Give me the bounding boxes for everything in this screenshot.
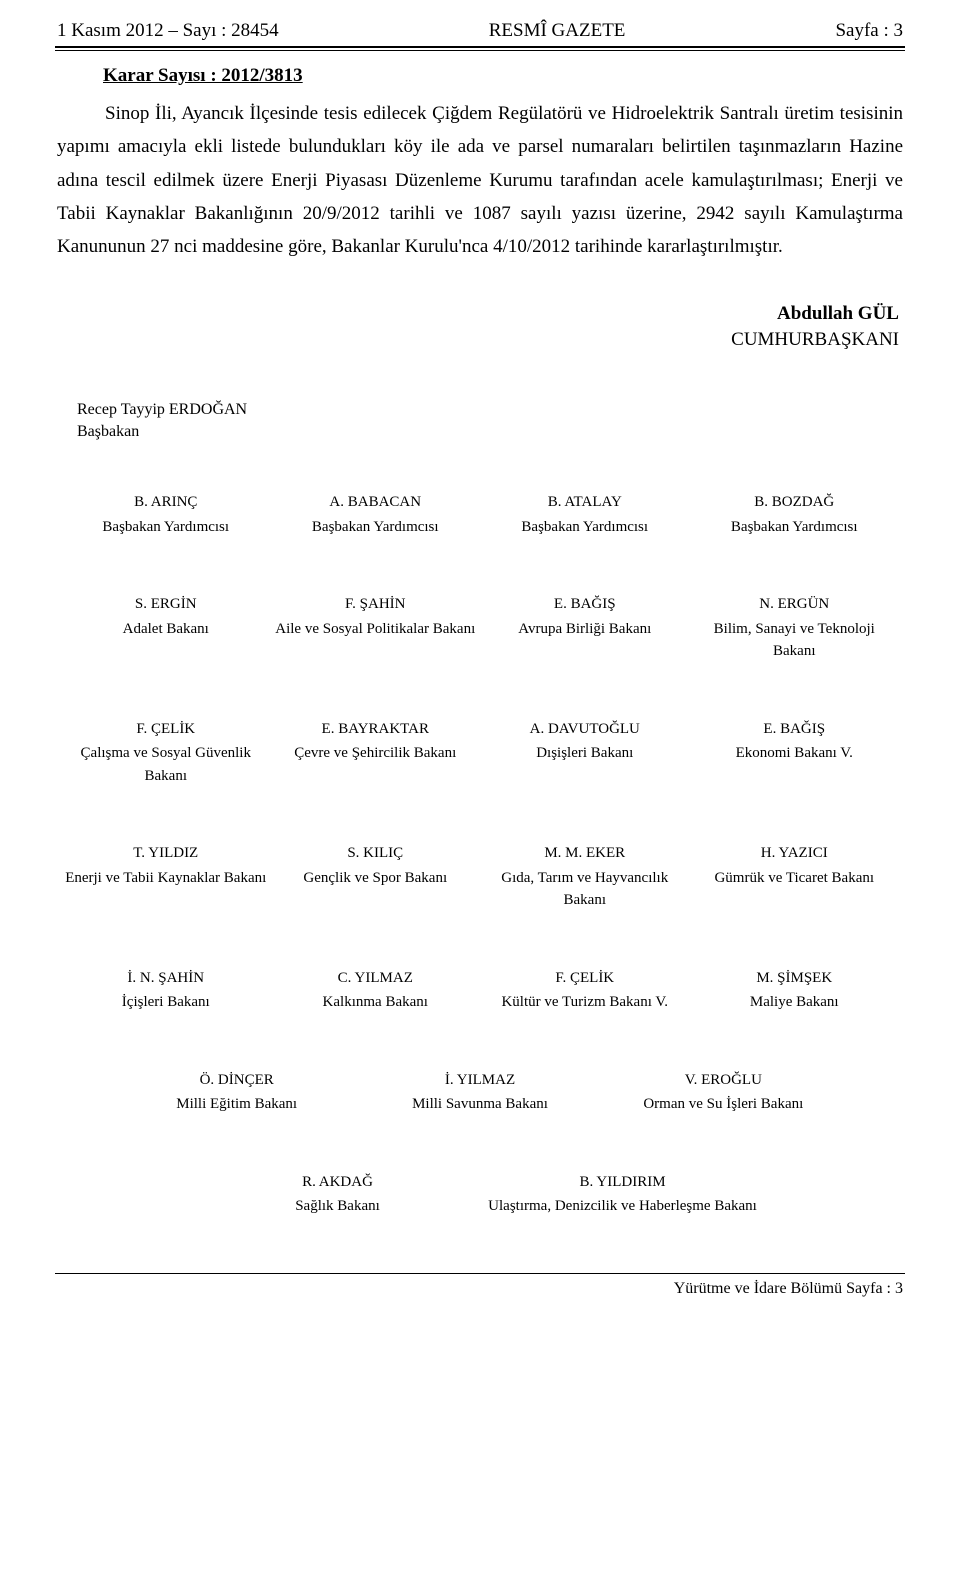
minister-row: F. ÇELİKÇalışma ve Sosyal Güvenlik Bakan… bbox=[55, 718, 905, 788]
minister-title: İçişleri Bakanı bbox=[65, 991, 267, 1014]
minister-title: Çevre ve Şehircilik Bakanı bbox=[275, 742, 477, 765]
minister-cell: İ. N. ŞAHİNİçişleri Bakanı bbox=[61, 967, 271, 1014]
minister-title: Gençlik ve Spor Bakanı bbox=[275, 867, 477, 890]
minister-title: Ekonomi Bakanı V. bbox=[694, 742, 896, 765]
minister-title: Çalışma ve Sosyal Güvenlik Bakanı bbox=[65, 742, 267, 787]
minister-cell: T. YILDIZEnerji ve Tabii Kaynaklar Bakan… bbox=[61, 842, 271, 912]
decision-number: Karar Sayısı : 2012/3813 bbox=[103, 65, 905, 87]
minister-name: İ. N. ŞAHİN bbox=[65, 967, 267, 990]
minister-row: S. ERGİNAdalet BakanıF. ŞAHİNAile ve Sos… bbox=[55, 593, 905, 663]
pm-name: Recep Tayyip ERDOĞAN bbox=[77, 401, 905, 419]
minister-name: F. ÇELİK bbox=[484, 967, 686, 990]
minister-row: İ. N. ŞAHİNİçişleri BakanıC. YILMAZKalkı… bbox=[55, 967, 905, 1014]
minister-name: A. BABACAN bbox=[275, 491, 477, 514]
minister-row-3col: Ö. DİNÇERMilli Eğitim Bakanıİ. YILMAZMil… bbox=[55, 1069, 905, 1116]
header-center: RESMÎ GAZETE bbox=[489, 20, 626, 42]
minister-title: Gıda, Tarım ve Hayvancılık Bakanı bbox=[484, 867, 686, 912]
minister-cell: H. YAZICIGümrük ve Ticaret Bakanı bbox=[690, 842, 900, 912]
minister-cell: R. AKDAĞSağlık Bakanı bbox=[195, 1171, 480, 1218]
minister-title: Başbakan Yardımcısı bbox=[694, 516, 896, 539]
minister-name: B. ATALAY bbox=[484, 491, 686, 514]
president-signature: Abdullah GÜL CUMHURBAŞKANI bbox=[55, 303, 899, 351]
minister-cell: M. ŞİMŞEKMaliye Bakanı bbox=[690, 967, 900, 1014]
president-name: Abdullah GÜL bbox=[55, 303, 899, 325]
minister-title: Başbakan Yardımcısı bbox=[484, 516, 686, 539]
minister-cell: Ö. DİNÇERMilli Eğitim Bakanı bbox=[115, 1069, 358, 1116]
minister-name: Ö. DİNÇER bbox=[119, 1069, 354, 1092]
minister-name: T. YILDIZ bbox=[65, 842, 267, 865]
minister-title: Başbakan Yardımcısı bbox=[275, 516, 477, 539]
minister-name: S. ERGİN bbox=[65, 593, 267, 616]
page-header: 1 Kasım 2012 – Sayı : 28454 RESMÎ GAZETE… bbox=[55, 20, 905, 46]
minister-name: S. KILIÇ bbox=[275, 842, 477, 865]
minister-cell: E. BAĞIŞAvrupa Birliği Bakanı bbox=[480, 593, 690, 663]
minister-title: Sağlık Bakanı bbox=[199, 1195, 476, 1218]
minister-cell: F. ÇELİKÇalışma ve Sosyal Güvenlik Bakan… bbox=[61, 718, 271, 788]
minister-name: E. BAĞIŞ bbox=[484, 593, 686, 616]
minister-name: F. ÇELİK bbox=[65, 718, 267, 741]
minister-title: Başbakan Yardımcısı bbox=[65, 516, 267, 539]
minister-name: R. AKDAĞ bbox=[199, 1171, 476, 1194]
minister-cell: E. BAĞIŞEkonomi Bakanı V. bbox=[690, 718, 900, 788]
pm-title: Başbakan bbox=[77, 423, 905, 441]
minister-title: Avrupa Birliği Bakanı bbox=[484, 618, 686, 641]
minister-cell: A. DAVUTOĞLUDışişleri Bakanı bbox=[480, 718, 690, 788]
minister-name: M. ŞİMŞEK bbox=[694, 967, 896, 990]
minister-name: B. BOZDAĞ bbox=[694, 491, 896, 514]
minister-title: Orman ve Su İşleri Bakanı bbox=[606, 1093, 841, 1116]
header-divider-thin bbox=[55, 50, 905, 51]
minister-title: Dışişleri Bakanı bbox=[484, 742, 686, 765]
minister-cell: F. ÇELİKKültür ve Turizm Bakanı V. bbox=[480, 967, 690, 1014]
page-footer: Yürütme ve İdare Bölümü Sayfa : 3 bbox=[55, 1280, 905, 1298]
minister-title: Kalkınma Bakanı bbox=[275, 991, 477, 1014]
minister-name: E. BAĞIŞ bbox=[694, 718, 896, 741]
minister-title: Maliye Bakanı bbox=[694, 991, 896, 1014]
minister-cell: S. ERGİNAdalet Bakanı bbox=[61, 593, 271, 663]
minister-title: Adalet Bakanı bbox=[65, 618, 267, 641]
header-right: Sayfa : 3 bbox=[835, 20, 903, 42]
minister-cell: N. ERGÜNBilim, Sanayi ve Teknoloji Bakan… bbox=[690, 593, 900, 663]
minister-name: N. ERGÜN bbox=[694, 593, 896, 616]
minister-title: Milli Eğitim Bakanı bbox=[119, 1093, 354, 1116]
minister-title: Ulaştırma, Denizcilik ve Haberleşme Baka… bbox=[484, 1195, 761, 1218]
minister-cell: B. YILDIRIMUlaştırma, Denizcilik ve Habe… bbox=[480, 1171, 765, 1218]
minister-name: E. BAYRAKTAR bbox=[275, 718, 477, 741]
minister-name: V. EROĞLU bbox=[606, 1069, 841, 1092]
minister-title: Kültür ve Turizm Bakanı V. bbox=[484, 991, 686, 1014]
minister-row-2col: R. AKDAĞSağlık BakanıB. YILDIRIMUlaştırm… bbox=[55, 1171, 905, 1218]
minister-name: A. DAVUTOĞLU bbox=[484, 718, 686, 741]
minister-cell: B. BOZDAĞBaşbakan Yardımcısı bbox=[690, 491, 900, 538]
header-left: 1 Kasım 2012 – Sayı : 28454 bbox=[57, 20, 279, 42]
minister-cell: S. KILIÇGençlik ve Spor Bakanı bbox=[271, 842, 481, 912]
minister-cell: C. YILMAZKalkınma Bakanı bbox=[271, 967, 481, 1014]
minister-row: T. YILDIZEnerji ve Tabii Kaynaklar Bakan… bbox=[55, 842, 905, 912]
header-divider-thick bbox=[55, 46, 905, 48]
decision-body-text: Sinop İli, Ayancık İlçesinde tesis edile… bbox=[57, 103, 903, 257]
minister-cell: İ. YILMAZMilli Savunma Bakanı bbox=[358, 1069, 601, 1116]
minister-cell: V. EROĞLUOrman ve Su İşleri Bakanı bbox=[602, 1069, 845, 1116]
footer-divider bbox=[55, 1273, 905, 1274]
pm-signature: Recep Tayyip ERDOĞAN Başbakan bbox=[77, 401, 905, 441]
minister-title: Enerji ve Tabii Kaynaklar Bakanı bbox=[65, 867, 267, 890]
minister-name: F. ŞAHİN bbox=[275, 593, 477, 616]
minister-cell: B. ATALAYBaşbakan Yardımcısı bbox=[480, 491, 690, 538]
minister-name: B. YILDIRIM bbox=[484, 1171, 761, 1194]
president-title: CUMHURBAŞKANI bbox=[55, 329, 899, 351]
minister-name: C. YILMAZ bbox=[275, 967, 477, 990]
minister-row: B. ARINÇBaşbakan YardımcısıA. BABACANBaş… bbox=[55, 491, 905, 538]
minister-name: H. YAZICI bbox=[694, 842, 896, 865]
minister-name: M. M. EKER bbox=[484, 842, 686, 865]
minister-cell: B. ARINÇBaşbakan Yardımcısı bbox=[61, 491, 271, 538]
minister-cell: F. ŞAHİNAile ve Sosyal Politikalar Bakan… bbox=[271, 593, 481, 663]
minister-cell: A. BABACANBaşbakan Yardımcısı bbox=[271, 491, 481, 538]
minister-cell: E. BAYRAKTARÇevre ve Şehircilik Bakanı bbox=[271, 718, 481, 788]
decision-body: Sinop İli, Ayancık İlçesinde tesis edile… bbox=[57, 97, 903, 263]
minister-name: B. ARINÇ bbox=[65, 491, 267, 514]
minister-name: İ. YILMAZ bbox=[362, 1069, 597, 1092]
minister-cell: M. M. EKERGıda, Tarım ve Hayvancılık Bak… bbox=[480, 842, 690, 912]
minister-title: Milli Savunma Bakanı bbox=[362, 1093, 597, 1116]
minister-title: Gümrük ve Ticaret Bakanı bbox=[694, 867, 896, 890]
minister-title: Aile ve Sosyal Politikalar Bakanı bbox=[275, 618, 477, 641]
minister-title: Bilim, Sanayi ve Teknoloji Bakanı bbox=[694, 618, 896, 663]
